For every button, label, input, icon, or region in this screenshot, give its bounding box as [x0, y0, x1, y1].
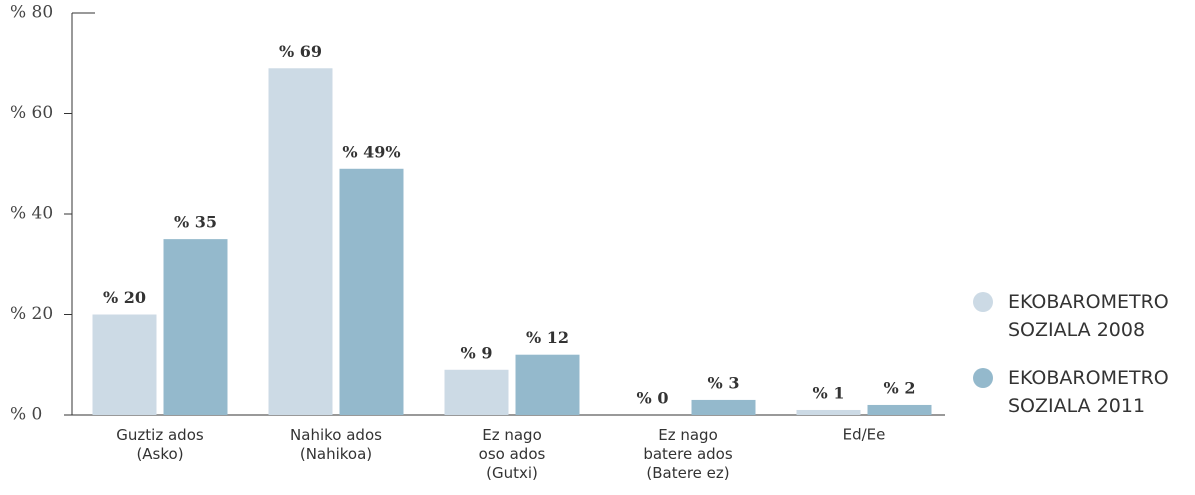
value-label: % 69: [279, 42, 322, 61]
y-tick-label: % 80: [10, 3, 53, 23]
bar: [515, 354, 580, 415]
value-label: % 0: [637, 389, 669, 408]
x-tick-label: Nahiko ados (Nahikoa): [290, 426, 382, 463]
legend-label: EKOBAROMETRO SOZIALA 2008: [1008, 291, 1169, 341]
bar: [444, 369, 509, 415]
value-label: % 2: [884, 378, 916, 397]
value-label: % 1: [813, 383, 845, 402]
y-tick-label: % 60: [10, 103, 53, 123]
bar: [796, 409, 861, 415]
y-tick-label: % 20: [10, 304, 53, 324]
legend-marker: [973, 368, 993, 388]
bar: [691, 399, 756, 415]
bar: [163, 239, 228, 415]
bar: [92, 314, 157, 415]
y-tick-label: % 0: [10, 405, 42, 425]
value-label: % 9: [461, 343, 493, 362]
legend-label: EKOBAROMETRO SOZIALA 2011: [1008, 367, 1169, 417]
value-label: % 3: [708, 373, 740, 392]
bar: [268, 68, 333, 416]
x-tick-label: Ez nago batere ados (Batere ez): [643, 426, 733, 482]
x-tick-label: Ez nago oso ados (Gutxi): [479, 426, 546, 482]
value-label: % 35: [174, 213, 217, 232]
x-tick-label: Guztiz ados (Asko): [116, 426, 204, 463]
x-tick-label: Ed/Ee: [843, 426, 886, 444]
value-label: % 20: [103, 288, 146, 307]
legend-marker: [973, 292, 993, 312]
y-tick-label: % 40: [10, 204, 53, 224]
value-label: % 49%: [342, 142, 400, 161]
bar: [867, 404, 932, 415]
bar: [339, 168, 404, 415]
value-label: % 12: [526, 328, 569, 347]
